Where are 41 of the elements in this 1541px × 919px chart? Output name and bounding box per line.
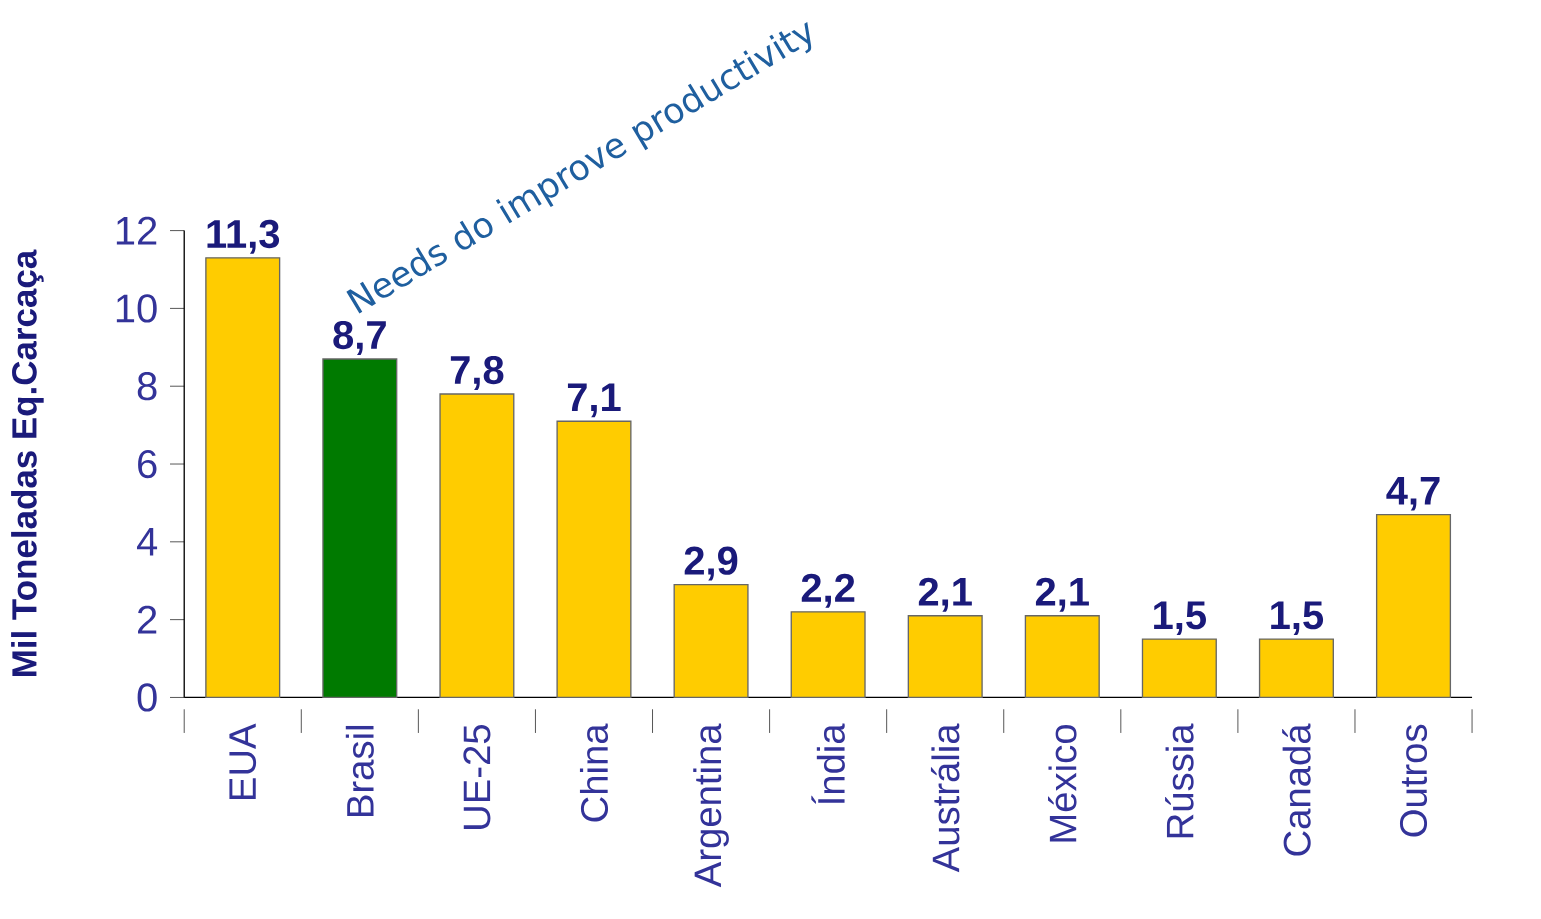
bar xyxy=(205,257,281,699)
bar xyxy=(790,611,866,699)
y-tick-label: 6 xyxy=(138,449,157,479)
data-label: 2,1 xyxy=(918,577,972,612)
x-tick-label: Brasil xyxy=(345,725,374,816)
bar xyxy=(1375,513,1452,699)
bar xyxy=(1258,638,1334,699)
x-tick-label: México xyxy=(1048,725,1077,842)
data-label: 1,5 xyxy=(1154,601,1206,636)
bar xyxy=(673,583,749,699)
bar xyxy=(556,420,632,699)
x-tick-label: Rússia xyxy=(1165,723,1194,838)
data-label: 2,1 xyxy=(1035,577,1089,612)
data-label: 7,8 xyxy=(450,355,504,390)
x-tick-label: Austrália xyxy=(930,723,960,873)
x-tick-label: Outros xyxy=(1399,724,1428,837)
bar xyxy=(1141,638,1217,699)
bar xyxy=(439,393,515,699)
data-label: 11,3 xyxy=(207,219,280,254)
x-tick-label: UE-25 xyxy=(463,725,491,829)
data-label: 2,2 xyxy=(801,573,855,608)
x-tick-label: Índia xyxy=(811,723,845,804)
bar xyxy=(907,615,983,699)
x-tick-label: EUA xyxy=(229,723,257,799)
data-label: 2,9 xyxy=(684,546,738,581)
y-tick-label: 10 xyxy=(116,294,157,323)
data-label: 7,1 xyxy=(567,383,621,418)
data-label: 1,5 xyxy=(1271,601,1324,636)
y-tick-label: 2 xyxy=(138,605,157,634)
y-tick-label: 12 xyxy=(116,216,157,245)
bar xyxy=(322,358,398,699)
x-tick-label: Argentina xyxy=(693,723,729,888)
y-tick-label: 4 xyxy=(136,528,158,556)
y-tick-label: 8 xyxy=(137,372,157,401)
bar xyxy=(1024,615,1100,699)
data-label: 4,7 xyxy=(1386,476,1440,511)
y-tick-label: 0 xyxy=(137,683,157,712)
data-label: 8,7 xyxy=(333,320,386,355)
x-tick-label: China xyxy=(579,723,609,822)
y-axis-title: Mil Toneladas Eq.Carcaça xyxy=(11,249,44,676)
x-tick-label: Canadá xyxy=(1282,723,1311,856)
